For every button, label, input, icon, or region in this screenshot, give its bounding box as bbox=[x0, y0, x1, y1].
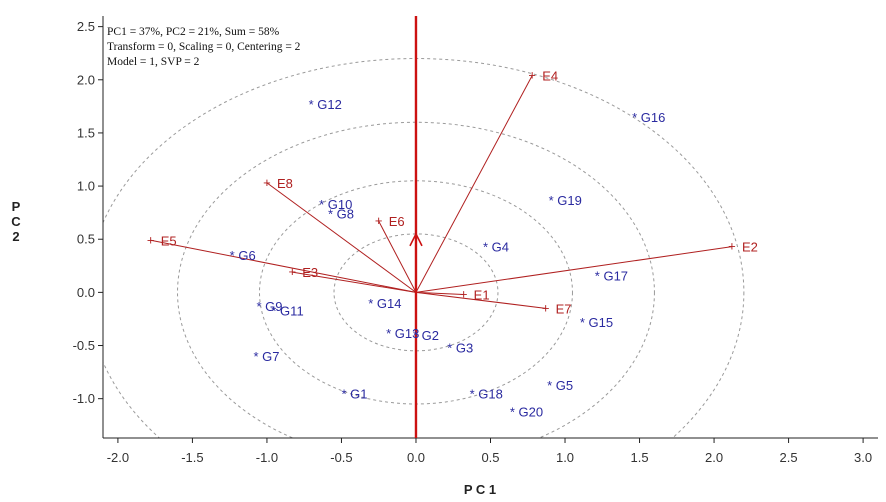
y-tick-label: 2.5 bbox=[77, 19, 95, 34]
env-marker-e1: + bbox=[460, 286, 468, 301]
env-label-e7: E7 bbox=[556, 301, 572, 316]
gen-point-g16: * G16 bbox=[632, 110, 665, 125]
info-box: PC1 = 37%, PC2 = 21%, Sum = 58% Transfor… bbox=[107, 26, 301, 68]
env-label-e4: E4 bbox=[542, 69, 558, 84]
x-tick-label: 3.0 bbox=[854, 450, 872, 465]
environment-points: + E1 + E2 + E3 + E4 + E5 + E6 + E7 + E8 bbox=[147, 68, 758, 317]
gen-point-g4: * G4 bbox=[483, 240, 509, 255]
gen-point-g2: * G2 bbox=[413, 328, 439, 343]
vector-e1 bbox=[415, 291, 464, 295]
gen-point-g14: * G14 bbox=[368, 296, 401, 311]
y-tick-label: 2.0 bbox=[77, 72, 95, 87]
gen-point-g13: * G13 bbox=[386, 326, 419, 341]
gen-point-g1: * G1 bbox=[341, 386, 367, 401]
gen-point-g12: * G12 bbox=[309, 97, 342, 112]
env-label-e6: E6 bbox=[389, 214, 405, 229]
pc2-axis-line bbox=[409, 16, 423, 438]
x-axis-ticks: -2.0 -1.5 -1.0 -0.5 0.0 0.5 1.0 1.5 2.0 2.5 3.0 bbox=[107, 438, 872, 465]
vector-e4 bbox=[415, 75, 533, 293]
y-tick-label: -1.0 bbox=[73, 391, 95, 406]
vector-e8 bbox=[266, 182, 417, 293]
vector-e5 bbox=[150, 239, 417, 293]
x-tick-label: 1.0 bbox=[556, 450, 574, 465]
y-title-char: C bbox=[11, 214, 21, 229]
gen-point-g3: * G3 bbox=[447, 341, 473, 356]
gen-point-g5: * G5 bbox=[547, 378, 573, 393]
gen-point-g15: * G15 bbox=[580, 315, 613, 330]
gen-point-g17: * G17 bbox=[595, 268, 628, 283]
gen-point-g9: * G9 bbox=[256, 299, 282, 314]
env-marker-e3: + bbox=[288, 264, 296, 279]
vector-e2 bbox=[415, 246, 733, 293]
x-tick-label: 0.0 bbox=[407, 450, 425, 465]
x-tick-label: -0.5 bbox=[330, 450, 352, 465]
vector-e6 bbox=[378, 220, 417, 293]
y-axis-ticks: 2.5 2.0 1.5 1.0 0.5 0.0 -0.5 -1.0 bbox=[73, 19, 103, 406]
env-marker-e5: + bbox=[147, 232, 155, 247]
y-tick-label: 0.0 bbox=[77, 285, 95, 300]
gen-point-g11: * G11 bbox=[271, 303, 303, 318]
genotype-points: * G1* G2* G3* G4* G5* G6* G7* G8* G9* G1… bbox=[230, 97, 666, 419]
pc2-arrow-head bbox=[409, 232, 423, 247]
x-tick-label: -1.0 bbox=[256, 450, 278, 465]
x-tick-label: 0.5 bbox=[481, 450, 499, 465]
env-marker-e4: + bbox=[528, 68, 536, 83]
gen-point-g6: * G6 bbox=[230, 248, 256, 263]
gen-point-g20: * G20 bbox=[510, 404, 543, 419]
info-line-1: PC1 = 37%, PC2 = 21%, Sum = 58% bbox=[107, 26, 280, 38]
gen-point-g10: * G10 bbox=[319, 197, 352, 212]
gen-point-g18: * G18 bbox=[470, 386, 503, 401]
env-marker-e7: + bbox=[542, 300, 550, 315]
env-label-e1: E1 bbox=[474, 287, 490, 302]
environment-vectors bbox=[150, 75, 733, 309]
env-label-e3: E3 bbox=[302, 265, 318, 280]
info-line-2: Transform = 0, Scaling = 0, Centering = … bbox=[107, 41, 301, 53]
info-line-3: Model = 1, SVP = 2 bbox=[107, 56, 200, 68]
env-label-e5: E5 bbox=[161, 233, 177, 248]
gen-point-g8: * G8 bbox=[328, 207, 354, 222]
x-tick-label: -1.5 bbox=[181, 450, 203, 465]
y-tick-label: 0.5 bbox=[77, 232, 95, 247]
x-axis-title: P C 1 bbox=[464, 482, 496, 497]
vector-e3 bbox=[292, 271, 417, 293]
env-label-e2: E2 bbox=[742, 240, 758, 255]
gen-point-g19: * G19 bbox=[549, 193, 582, 208]
vector-e7 bbox=[415, 291, 546, 309]
env-marker-e2: + bbox=[728, 239, 736, 254]
gen-point-g7: * G7 bbox=[254, 349, 280, 364]
y-title-char: P bbox=[12, 199, 21, 214]
plot-frame bbox=[102, 16, 878, 439]
env-marker-e8: + bbox=[263, 175, 271, 190]
env-label-e8: E8 bbox=[277, 176, 293, 191]
x-tick-label: 1.5 bbox=[630, 450, 648, 465]
y-tick-label: 1.5 bbox=[77, 125, 95, 140]
x-tick-label: 2.0 bbox=[705, 450, 723, 465]
y-tick-label: -0.5 bbox=[73, 338, 95, 353]
y-title-char: 2 bbox=[12, 229, 19, 244]
env-marker-e6: + bbox=[375, 213, 383, 228]
x-tick-label: -2.0 bbox=[107, 450, 129, 465]
x-tick-label: 2.5 bbox=[780, 450, 798, 465]
y-tick-label: 1.0 bbox=[77, 179, 95, 194]
